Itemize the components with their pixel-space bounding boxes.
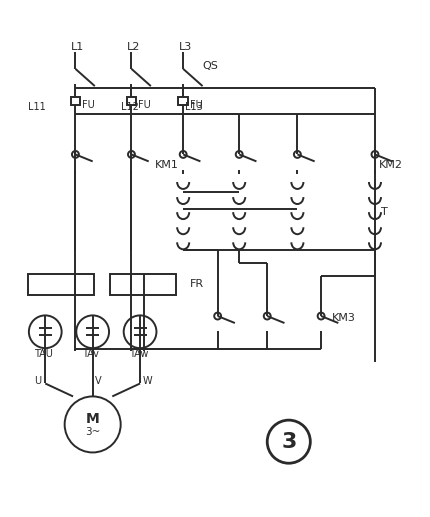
Bar [126, 97, 136, 105]
Text: L11: L11 [28, 102, 46, 112]
Text: L12: L12 [120, 102, 138, 112]
Text: KM3: KM3 [331, 313, 355, 323]
Text: KM2: KM2 [378, 160, 402, 170]
Text: T: T [381, 207, 387, 217]
Text: FU: FU [82, 100, 95, 111]
Text: FU: FU [138, 100, 150, 111]
Text: L13: L13 [185, 102, 203, 112]
Text: L2: L2 [127, 42, 140, 53]
Text: TAv: TAv [82, 349, 98, 359]
Text: 3: 3 [280, 432, 296, 452]
Bar [178, 97, 187, 105]
Text: KM1: KM1 [155, 160, 178, 170]
Text: L3: L3 [178, 42, 192, 53]
Text: L1: L1 [71, 42, 84, 53]
Text: TAw: TAw [129, 349, 148, 359]
Bar [110, 273, 175, 295]
Text: V: V [95, 376, 101, 386]
Text: TAU: TAU [34, 349, 53, 359]
Text: QS: QS [202, 61, 218, 71]
Text: FU: FU [189, 100, 202, 111]
Text: U: U [34, 376, 41, 386]
Text: 3~: 3~ [85, 427, 100, 437]
Bar [71, 97, 80, 105]
Bar [28, 273, 94, 295]
Text: W: W [142, 376, 151, 386]
Text: M: M [86, 412, 99, 426]
Text: FR: FR [189, 279, 203, 288]
